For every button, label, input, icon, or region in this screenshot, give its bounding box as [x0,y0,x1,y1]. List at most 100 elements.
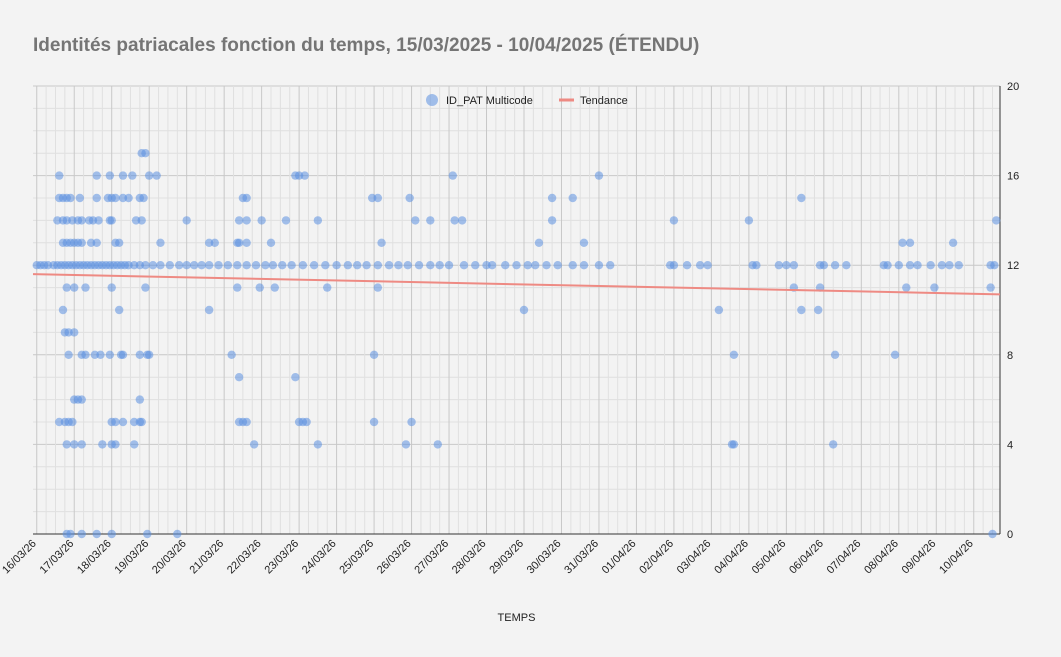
data-point [369,350,379,359]
data-point [669,216,679,225]
data-point [118,171,128,180]
data-point [234,216,244,225]
data-point [118,350,128,359]
data-point [579,238,589,247]
data-point [96,350,105,359]
data-point [70,283,79,292]
data-point [937,261,947,270]
data-point [135,395,145,404]
data-point [66,193,75,203]
data-point [197,261,206,270]
data-point [129,440,139,449]
data-point [115,238,124,247]
data-point [92,238,101,247]
data-point [81,283,90,292]
data-point [111,417,120,427]
data-point [729,440,739,449]
axes [33,86,1001,535]
data-point [426,216,435,225]
data-point [926,261,935,270]
data-point [210,238,219,247]
data-point [278,261,287,270]
data-point [77,216,86,225]
data-point [137,417,146,427]
data-point [77,440,86,449]
data-point [403,261,413,270]
legend-label-points: ID_PAT Multicode [446,95,533,107]
data-point [594,261,604,270]
data-point [189,261,199,270]
data-point [531,261,540,270]
data-point [75,193,85,203]
data-point [298,261,308,270]
data-point [107,283,116,292]
data-point [323,283,332,292]
data-point [107,216,116,225]
data-point [182,216,191,225]
data-point [384,261,394,270]
data-point [94,216,103,225]
y-tick-label: 16 [1007,171,1019,183]
y-tick-label: 4 [1007,439,1013,451]
data-point [986,283,995,292]
data-point [411,216,420,225]
data-point [353,261,362,270]
data-point [444,261,454,270]
data-point [321,261,330,270]
data-point [669,261,679,270]
data-point [369,417,379,427]
data-point [70,328,79,337]
data-point [257,216,266,225]
data-point [568,193,577,203]
data-point [459,261,469,270]
data-point [204,305,214,315]
data-point [487,261,497,270]
data-point [729,350,739,359]
data-point [579,261,589,270]
data-point [890,350,900,359]
data-point [313,440,323,449]
data-point [830,350,840,359]
data-point [261,261,270,270]
data-point [405,193,414,203]
data-point [373,193,383,203]
data-point [141,261,150,270]
data-point [606,261,615,270]
data-point [242,261,251,270]
data-point [930,283,939,292]
data-point [115,305,124,315]
data-point [343,261,353,270]
data-point [251,261,261,270]
data-point [141,149,150,158]
data-point [156,261,165,270]
data-point [373,261,383,270]
data-point [111,440,120,449]
legend-label-trend: Tendance [580,95,628,107]
data-point [98,440,107,449]
data-point [883,261,892,270]
data-point [594,171,604,180]
data-point [141,283,150,292]
data-point [223,261,233,270]
data-point [128,171,137,180]
data-point [242,238,251,247]
data-point [137,216,146,225]
data-point [830,261,840,270]
data-point [242,193,251,203]
legend[interactable]: ID_PAT Multicode Tendance [426,94,628,107]
data-point [105,171,115,180]
data-point [534,238,544,247]
data-point [782,261,791,270]
data-point [373,283,383,292]
legend-marker-points [426,94,438,106]
data-point [66,529,75,539]
data-point [797,305,806,315]
data-point [547,193,557,203]
data-point [426,261,435,270]
data-point [111,193,120,203]
data-point [233,283,242,292]
data-point [894,261,904,270]
data-point [309,261,319,270]
data-point [249,440,259,449]
data-point [270,283,279,292]
